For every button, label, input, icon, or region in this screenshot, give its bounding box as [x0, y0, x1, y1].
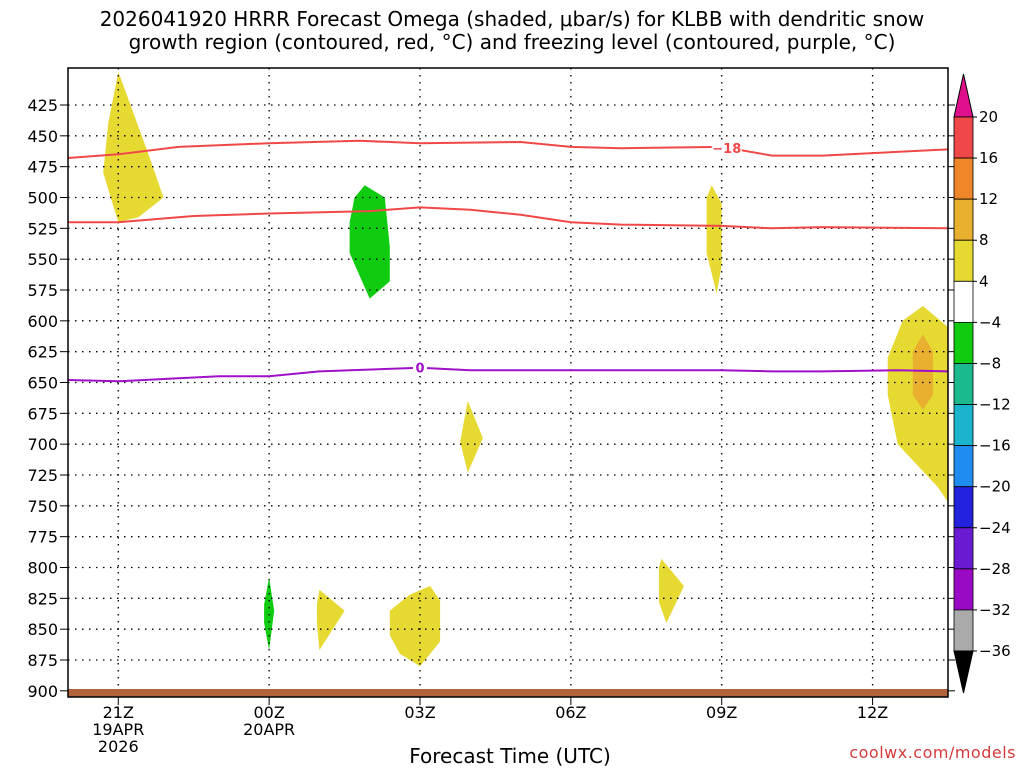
y-tick-label-675: 675	[27, 404, 58, 423]
colorbar-label-8: −16	[979, 437, 1011, 455]
terrain-strip	[68, 689, 948, 697]
colorbar-bin-1	[953, 157, 974, 200]
x-tick-label-3-0: 00Z	[253, 703, 284, 722]
y-tick-label-875: 875	[27, 651, 58, 670]
contour-dgz-upper	[68, 139, 948, 159]
x-tick-label-9-0: 06Z	[555, 703, 586, 722]
y-tick-label-500: 500	[27, 189, 58, 208]
y-tick-label-650: 650	[27, 374, 58, 393]
omega-region-5	[460, 401, 483, 473]
x-tick-label-0-1: 19APR	[92, 720, 144, 739]
y-tick-label-700: 700	[27, 435, 58, 454]
contour-label-freezing-level: 0	[415, 362, 424, 377]
colorbar-top-arrow	[953, 73, 974, 118]
omega-region-1	[349, 185, 390, 299]
omega-region-8	[316, 589, 345, 651]
x-tick-label-0-2: 2026	[98, 737, 139, 756]
colorbar-label-1: 16	[979, 149, 998, 167]
colorbar-label-5: −4	[979, 313, 1001, 331]
y-tick-label-850: 850	[27, 620, 58, 639]
y-tick-label-800: 800	[27, 559, 58, 578]
y-tick-label-425: 425	[27, 96, 58, 115]
x-axis-title: Forecast Time (UTC)	[409, 744, 611, 768]
colorbar-bin-6	[953, 363, 974, 405]
y-tick-label-525: 525	[27, 219, 58, 238]
colorbar-bin-12	[953, 609, 974, 652]
x-tick-label-12-0: 09Z	[706, 703, 737, 722]
colorbar-label-13: −36	[979, 642, 1011, 660]
x-tick-label-3-1: 20APR	[243, 720, 295, 739]
colorbar-label-10: −24	[979, 519, 1011, 537]
y-tick-label-825: 825	[27, 589, 58, 608]
colorbar-label-6: −8	[979, 354, 1001, 372]
colorbar-label-3: 8	[979, 231, 989, 249]
colorbar-label-11: −28	[979, 560, 1011, 578]
contours	[68, 139, 948, 383]
contour-freezing-level	[68, 366, 948, 383]
colorbar-label-7: −12	[979, 396, 1011, 414]
colorbar-label-2: 12	[979, 190, 998, 208]
colorbar-label-12: −32	[979, 601, 1011, 619]
colorbar-label-0: 20	[979, 108, 998, 126]
y-tick-label-750: 750	[27, 497, 58, 516]
plot-area	[68, 68, 948, 697]
omega-region-7	[264, 577, 275, 651]
omega-region-9	[389, 586, 441, 667]
y-tick-label-550: 550	[27, 250, 58, 269]
omega-region-6	[658, 558, 684, 623]
contour-label-dgz-upper: −18	[712, 142, 741, 157]
chart-title: 2026041920 HRRR Forecast Omega (shaded, …	[99, 7, 925, 54]
colorbar-bin-10	[953, 527, 974, 570]
colorbar-bin-9	[953, 486, 974, 529]
colorbar-bin-7	[953, 404, 974, 447]
contour-label-bg-dgz-upper	[711, 139, 742, 155]
colorbar-bin-8	[953, 445, 974, 488]
x-tick-label-15-0: 12Z	[857, 703, 888, 722]
omega-region-2	[706, 185, 722, 294]
y-tick-label-450: 450	[27, 127, 58, 146]
omega-region-4	[912, 334, 933, 410]
colorbar-bin-3	[953, 239, 974, 282]
colorbar-label-9: −20	[979, 478, 1011, 496]
x-tick-label-0-0: 21Z	[103, 703, 134, 722]
colorbar-bin-4	[953, 280, 974, 323]
colorbar-bin-2	[953, 198, 974, 241]
x-tick-label-6-0: 03Z	[404, 703, 435, 722]
colorbar-label-4: 4	[979, 272, 989, 290]
omega-shading	[103, 71, 948, 667]
colorbar-bin-5	[953, 321, 974, 364]
omega-region-3	[887, 306, 948, 503]
colorbar-bin-0	[953, 116, 974, 159]
omega-region-0	[103, 71, 164, 223]
watermark: coolwx.com/models	[849, 743, 1016, 762]
contour-label-bg-freezing-level	[413, 359, 427, 375]
y-tick-label-475: 475	[27, 158, 58, 177]
y-tick-label-725: 725	[27, 466, 58, 485]
y-tick-label-900: 900	[27, 682, 58, 701]
contour-dgz-lower	[68, 206, 948, 230]
y-tick-label-600: 600	[27, 312, 58, 331]
y-tick-label-625: 625	[27, 343, 58, 362]
y-tick-label-575: 575	[27, 281, 58, 300]
colorbar-bin-11	[953, 568, 974, 611]
y-tick-label-775: 775	[27, 528, 58, 547]
colorbar-bottom-arrow	[953, 650, 974, 694]
